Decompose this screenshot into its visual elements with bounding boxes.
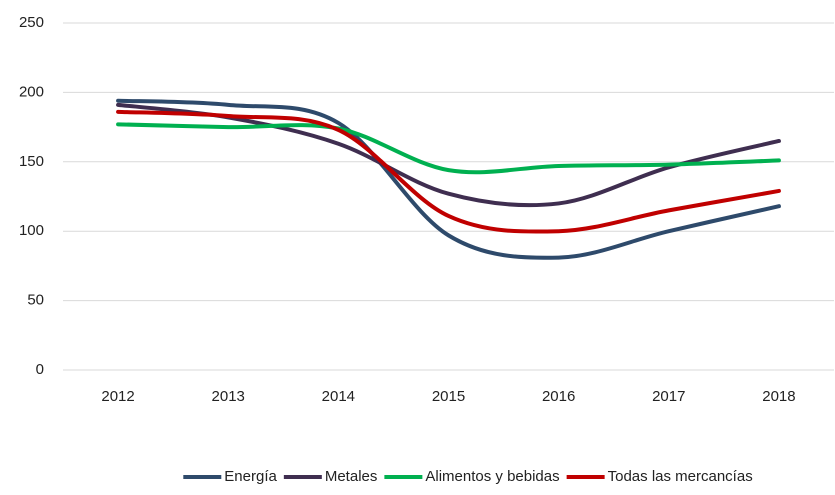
legend-label: Metales (325, 468, 378, 485)
x-tick-label: 2017 (652, 388, 685, 405)
x-tick-label: 2014 (322, 388, 355, 405)
x-tick-label: 2015 (432, 388, 465, 405)
x-tick-label: 2012 (101, 388, 134, 405)
series-line (116, 102, 781, 208)
y-tick-label: 250 (19, 14, 44, 31)
y-tick-label: 100 (19, 222, 44, 239)
y-tick-label: 0 (36, 361, 44, 378)
series-line (116, 122, 781, 175)
legend-label: Energía (224, 468, 277, 485)
y-tick-label: 150 (19, 153, 44, 170)
x-tick-label: 2016 (542, 388, 575, 405)
series-line (116, 98, 781, 260)
series-line (116, 109, 781, 234)
legend-label: Todas las mercancías (608, 468, 753, 485)
x-tick-label: 2013 (212, 388, 245, 405)
x-tick-label: 2018 (762, 388, 795, 405)
y-tick-label: 50 (27, 292, 44, 309)
legend-label: Alimentos y bebidas (425, 468, 559, 485)
y-tick-label: 200 (19, 83, 44, 100)
